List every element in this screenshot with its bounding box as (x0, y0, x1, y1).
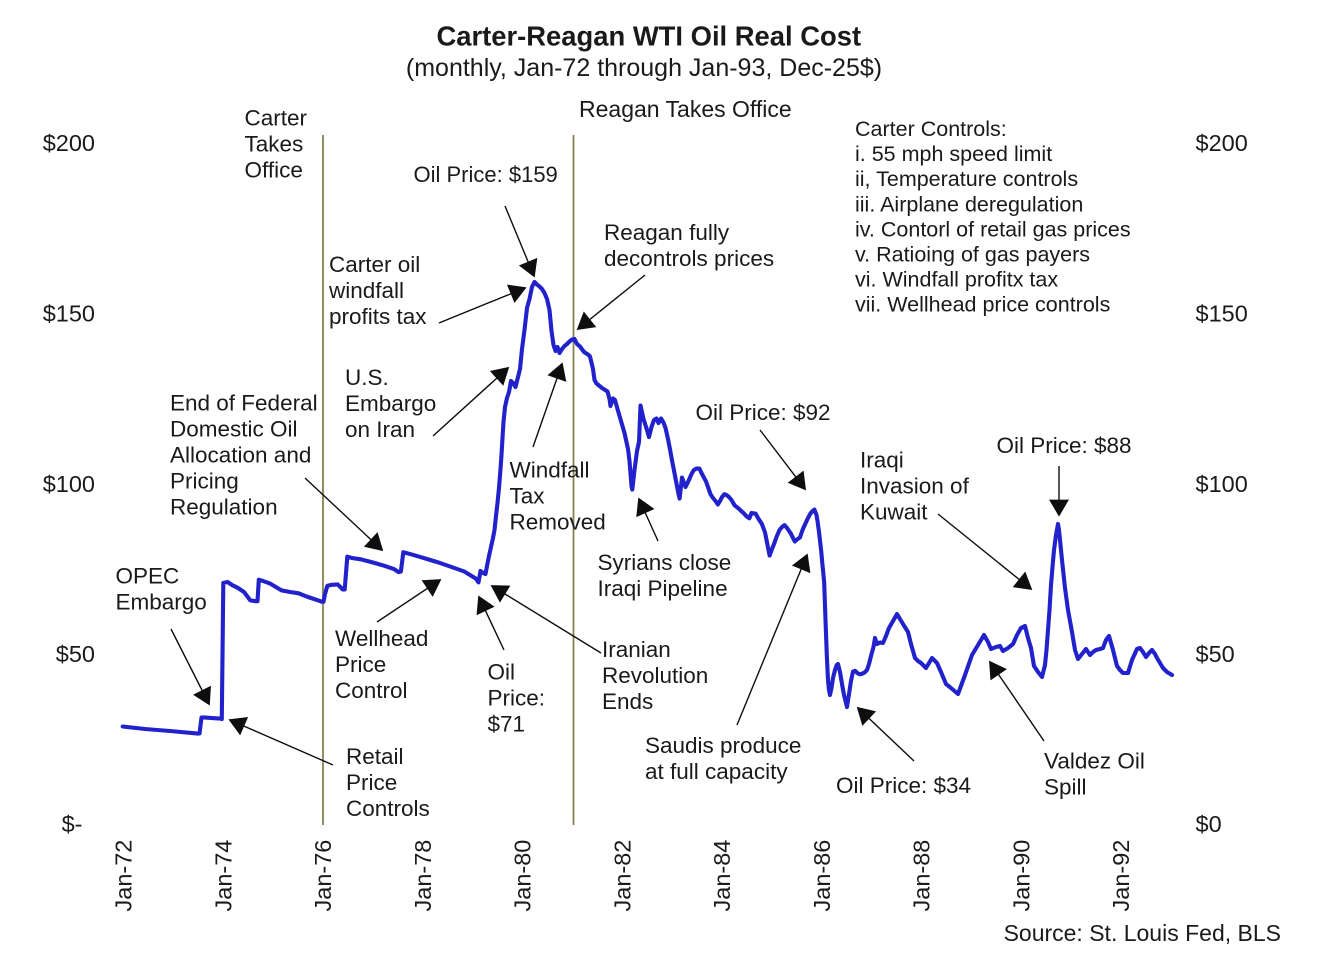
svg-text:at full capacity: at full capacity (645, 759, 788, 784)
svg-text:Price: Price (346, 770, 397, 795)
svg-text:Regulation: Regulation (170, 495, 278, 520)
svg-text:Wellhead: Wellhead (335, 626, 428, 651)
svg-text:Oil: Oil (488, 660, 516, 685)
svg-text:Windfall: Windfall (510, 458, 590, 483)
svg-text:$50: $50 (1196, 641, 1235, 667)
svg-text:$200: $200 (1196, 130, 1248, 156)
svg-text:Invasion of: Invasion of (860, 474, 970, 499)
svg-text:Jan-84: Jan-84 (709, 840, 735, 912)
svg-text:Embargo: Embargo (116, 590, 207, 615)
svg-text:on Iran: on Iran (345, 417, 415, 442)
svg-text:iv. Contorl of retail gas pric: iv. Contorl of retail gas prices (855, 217, 1131, 241)
svg-text:Oil Price: $34: Oil Price: $34 (836, 773, 971, 798)
svg-text:i. 55 mph speed limit: i. 55 mph speed limit (855, 142, 1052, 166)
svg-text:Oil Price: $88: Oil Price: $88 (997, 433, 1132, 458)
svg-text:Carter oil: Carter oil (329, 252, 420, 277)
svg-text:Reagan Takes Office: Reagan Takes Office (579, 96, 792, 122)
svg-text:ii, Temperature controls: ii, Temperature controls (855, 167, 1078, 191)
svg-text:Reagan fully: Reagan fully (604, 220, 730, 245)
svg-text:Price: Price (335, 652, 386, 677)
svg-text:U.S.: U.S. (345, 365, 389, 390)
svg-text:Carter Controls:: Carter Controls: (855, 117, 1007, 141)
svg-text:Syrians close: Syrians close (598, 550, 732, 575)
svg-text:Retail: Retail (346, 744, 404, 769)
svg-text:Jan-92: Jan-92 (1108, 840, 1134, 912)
svg-text:Iranian: Iranian (602, 637, 671, 662)
svg-text:OPEC: OPEC (116, 564, 180, 589)
svg-text:Jan-90: Jan-90 (1008, 840, 1034, 912)
svg-text:Ends: Ends (602, 689, 653, 714)
svg-text:$71: $71 (488, 712, 526, 737)
svg-text:$100: $100 (1196, 471, 1248, 497)
svg-text:Jan-88: Jan-88 (909, 840, 935, 912)
svg-text:(monthly, Jan-72 through Jan-9: (monthly, Jan-72 through Jan-93, Dec-25$… (406, 54, 882, 82)
svg-text:Removed: Removed (510, 510, 606, 535)
svg-text:End of Federal: End of Federal (170, 391, 318, 416)
svg-text:Carter-Reagan WTI Oil Real Cos: Carter-Reagan WTI Oil Real Cost (436, 20, 861, 51)
svg-text:$200: $200 (43, 130, 95, 156)
svg-text:$150: $150 (1196, 301, 1248, 327)
svg-text:$-: $- (62, 811, 83, 837)
svg-text:Jan-82: Jan-82 (609, 840, 635, 912)
svg-text:Price:: Price: (488, 686, 546, 711)
svg-text:Spill: Spill (1044, 775, 1087, 800)
svg-text:Iraqi Pipeline: Iraqi Pipeline (598, 576, 728, 601)
svg-text:$0: $0 (1196, 811, 1222, 837)
svg-text:Jan-78: Jan-78 (410, 840, 436, 912)
svg-text:decontrols prices: decontrols prices (604, 246, 774, 271)
svg-text:Carter: Carter (245, 106, 308, 131)
svg-text:Tax: Tax (510, 484, 546, 509)
svg-text:windfall: windfall (328, 278, 404, 303)
svg-text:Iraqi: Iraqi (860, 448, 904, 473)
svg-text:Saudis produce: Saudis produce (645, 733, 801, 758)
svg-text:v. Ratioing of gas payers: v. Ratioing of gas payers (855, 243, 1090, 267)
svg-text:Oil Price: $159: Oil Price: $159 (414, 162, 558, 187)
svg-text:Controls: Controls (346, 796, 430, 821)
svg-text:Valdez Oil: Valdez Oil (1044, 749, 1145, 774)
svg-text:Jan-80: Jan-80 (510, 840, 536, 912)
svg-text:Domestic Oil: Domestic Oil (170, 417, 298, 442)
svg-text:$100: $100 (43, 471, 95, 497)
svg-text:Jan-86: Jan-86 (809, 840, 835, 912)
svg-text:Embargo: Embargo (345, 391, 436, 416)
svg-text:Jan-76: Jan-76 (310, 840, 336, 912)
svg-text:Source: St. Louis Fed, BLS: Source: St. Louis Fed, BLS (1004, 920, 1281, 946)
svg-text:Oil Price: $92: Oil Price: $92 (696, 400, 831, 425)
svg-text:Office: Office (245, 158, 303, 183)
svg-text:$50: $50 (56, 641, 95, 667)
svg-text:vii. Wellhead price controls: vii. Wellhead price controls (855, 293, 1110, 317)
svg-text:Kuwait: Kuwait (860, 500, 928, 525)
svg-text:Pricing: Pricing (170, 469, 239, 494)
svg-text:Allocation and: Allocation and (170, 443, 311, 468)
svg-text:Takes: Takes (245, 132, 304, 157)
svg-text:Control: Control (335, 678, 408, 703)
svg-text:iii. Airplane deregulation: iii. Airplane deregulation (855, 192, 1083, 216)
svg-text:Jan-74: Jan-74 (210, 840, 236, 912)
svg-text:Jan-72: Jan-72 (111, 840, 137, 912)
svg-text:Revolution: Revolution (602, 663, 708, 688)
svg-text:$150: $150 (43, 301, 95, 327)
svg-text:profits tax: profits tax (329, 304, 427, 329)
svg-text:vi. Windfall profitx tax: vi. Windfall profitx tax (855, 268, 1058, 292)
